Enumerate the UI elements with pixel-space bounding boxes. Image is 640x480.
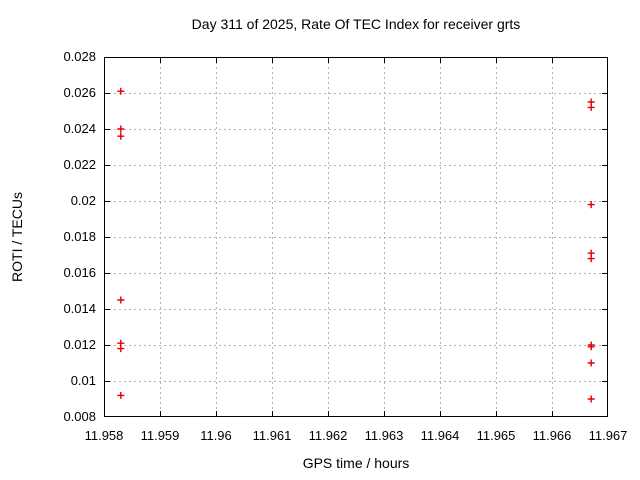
x-tick-label: 11.967 <box>588 428 628 443</box>
y-tick-label: 0.016 <box>63 265 96 280</box>
y-tick-label: 0.018 <box>63 229 96 244</box>
plot-area <box>104 57 608 417</box>
data-point-marker <box>587 359 595 367</box>
data-point-marker <box>587 201 595 209</box>
plot-canvas <box>104 57 608 417</box>
x-tick-label: 11.96 <box>200 428 232 443</box>
y-tick-label: 0.022 <box>63 157 96 172</box>
data-point-marker <box>117 87 125 95</box>
x-tick-label: 11.958 <box>84 428 124 443</box>
x-tick-label: 11.959 <box>140 428 180 443</box>
y-tick-label: 0.028 <box>63 49 96 64</box>
x-tick-label: 11.962 <box>308 428 348 443</box>
x-axis-title: GPS time / hours <box>302 455 410 471</box>
y-axis-title: ROTI / TECUs <box>9 192 25 282</box>
y-tick-label: 0.008 <box>63 409 96 424</box>
x-tick-label: 11.965 <box>476 428 516 443</box>
chart-title: Day 311 of 2025, Rate Of TEC Index for r… <box>191 16 521 32</box>
data-point-marker <box>117 125 125 133</box>
data-point-marker <box>587 255 595 263</box>
x-tick-label: 11.966 <box>532 428 572 443</box>
plot-border <box>104 57 608 417</box>
x-tick-label: 11.961 <box>252 428 292 443</box>
data-point-marker <box>587 103 595 111</box>
data-point-marker <box>117 345 125 353</box>
y-tick-label: 0.014 <box>63 301 96 316</box>
data-point-marker <box>587 343 595 351</box>
data-point-marker <box>117 391 125 399</box>
data-point-marker <box>587 395 595 403</box>
y-tick-label: 0.024 <box>63 121 96 136</box>
y-tick-label: 0.01 <box>70 373 96 388</box>
x-tick-label: 11.964 <box>420 428 460 443</box>
x-tick-label: 11.963 <box>364 428 404 443</box>
data-point-marker <box>117 132 125 140</box>
y-tick-label: 0.012 <box>63 337 96 352</box>
y-tick-label: 0.02 <box>70 193 96 208</box>
data-point-marker <box>117 296 125 304</box>
y-tick-label: 0.026 <box>63 85 96 100</box>
